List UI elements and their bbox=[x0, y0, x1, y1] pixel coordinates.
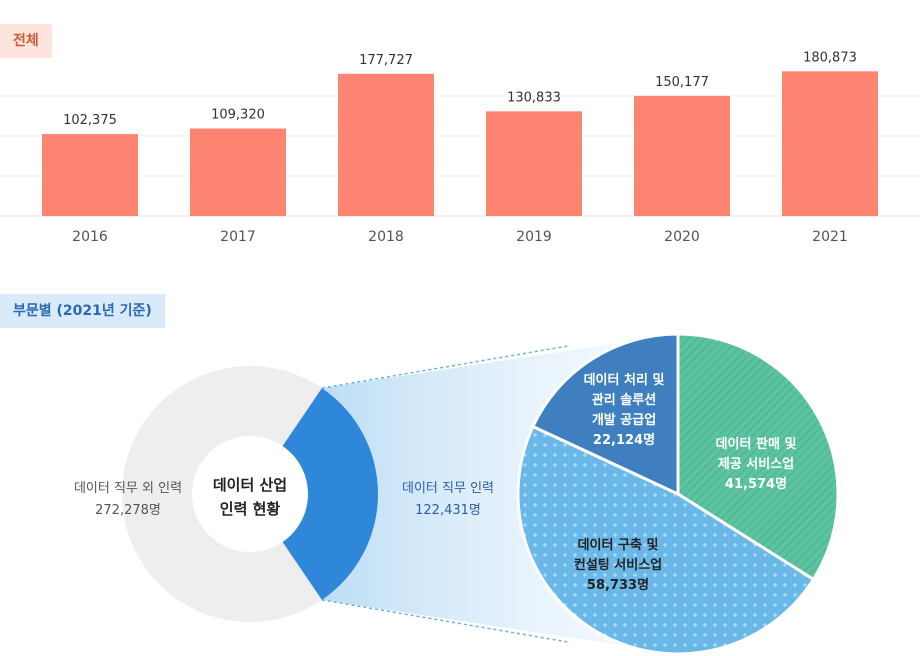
bar-value-label: 109,320 bbox=[211, 108, 265, 123]
pie-slice-label: 데이터 구축 및 bbox=[578, 537, 659, 553]
non-data-workforce-label: 데이터 직무 외 인력 bbox=[74, 481, 182, 496]
donut-slice-data bbox=[282, 388, 379, 600]
bar-2019 bbox=[486, 111, 582, 216]
bar-2017 bbox=[190, 128, 286, 216]
year-label: 2018 bbox=[368, 229, 404, 245]
pie-slice-label: 데이터 처리 및 bbox=[584, 372, 665, 388]
pie-slice-3 bbox=[530, 332, 680, 497]
data-workforce-label: 데이터 직무 인력 bbox=[402, 481, 494, 496]
pie-slice-label: 컨설팅 서비스업 bbox=[574, 557, 662, 573]
pie-slice-2 bbox=[516, 424, 816, 656]
donut-slice-non-data bbox=[122, 366, 322, 622]
pie-slice-label: 데이터 판매 및 bbox=[716, 436, 797, 452]
bar-2020 bbox=[634, 95, 730, 216]
pie-slice-value: 58,733명 bbox=[587, 577, 649, 593]
year-label: 2016 bbox=[72, 229, 108, 245]
bar-2021 bbox=[782, 71, 878, 216]
non-data-workforce-value: 272,278명 bbox=[95, 503, 161, 518]
pie-slice-label: 관리 솔루션 bbox=[592, 392, 656, 408]
pie-slice-value: 41,574명 bbox=[725, 476, 787, 492]
bar-value-label: 130,833 bbox=[507, 90, 561, 105]
year-label: 2017 bbox=[220, 229, 256, 245]
donut-center-title-line2: 인력 현황 bbox=[220, 500, 281, 518]
bar-value-label: 150,177 bbox=[655, 75, 709, 90]
bar-2018 bbox=[338, 73, 434, 217]
year-label: 2019 bbox=[516, 229, 552, 245]
bar-value-label: 180,873 bbox=[803, 50, 857, 65]
pie-slice-label: 제공 서비스업 bbox=[718, 457, 794, 472]
pie-slice-value: 22,124명 bbox=[593, 432, 655, 448]
total-section-tag: 전체 bbox=[0, 24, 52, 58]
sector-section-tag: 부문별 (2021년 기준) bbox=[0, 294, 165, 328]
donut-center-title-line1: 데이터 산업 bbox=[213, 476, 287, 494]
data-workforce-value: 122,431명 bbox=[415, 503, 481, 518]
bar-2016 bbox=[42, 134, 138, 216]
bar-value-label: 177,727 bbox=[359, 53, 413, 68]
year-label: 2020 bbox=[664, 229, 700, 245]
year-label: 2021 bbox=[812, 229, 848, 245]
pie-slice-label: 개발 공급업 bbox=[592, 412, 656, 428]
bar-value-label: 102,375 bbox=[63, 113, 117, 128]
